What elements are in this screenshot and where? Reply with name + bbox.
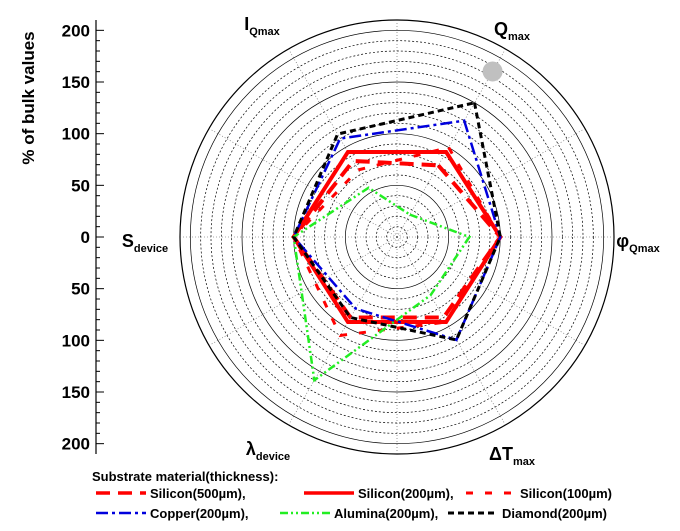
legend-label-1: Silicon(200µm), [358,486,454,501]
grid-ring [334,174,460,300]
y-tick-label: 200 [62,435,90,454]
y-tick-label: 50 [71,280,90,299]
legend-label-4: Alumina(200µm), [334,506,438,521]
series-4-line [292,186,472,383]
legend: Substrate material(thickness): Silicon(5… [92,469,612,521]
y-tick-label: 100 [62,331,90,350]
grid-ring [386,226,408,248]
grid-ring [200,40,594,434]
grid-spoke [208,236,398,346]
legend-label-2: Silicon(100µm) [520,486,612,501]
axis-label-lambda: λdevice [246,439,290,463]
radial-value-axis: % of bulk values 200 150 100 50 0 50 100 150 200 [19,20,104,454]
axis-label-dT: ΔTmax [489,444,536,468]
grid-ring [189,29,605,445]
axis-label-Q: Qmax [494,19,531,43]
annotations [482,61,503,82]
series-2-line [291,145,503,338]
legend-label-3: Copper(200µm), [150,506,249,521]
axis-label-I: IQmax [244,14,280,38]
legend-label-5: Diamond(200µm) [502,506,607,521]
polar-grid [179,19,615,455]
grid-spoke [208,128,398,238]
axis-labels: Qmax φQmax ΔTmax λdevice Sdevice IQmax [122,14,661,468]
grid-spoke [396,236,506,426]
grid-ring [241,81,553,393]
legend-title: Substrate material(thickness): [92,469,278,484]
grid-ring [282,122,512,352]
axis-label-phi: φQmax [616,231,660,255]
y-tick-label: 0 [81,228,90,247]
grid-ring [355,195,439,279]
grid-spoke [396,48,506,238]
grid-ring [375,215,419,259]
grid-ring [262,102,532,372]
marker-circle [482,61,503,82]
data-series [291,100,503,383]
y-tick-label: 150 [62,73,90,92]
y-axis-label: % of bulk values [19,31,38,164]
grid-spoke [288,48,398,238]
y-tick-label: 100 [62,125,90,144]
axis-label-S: Sdevice [122,231,168,255]
grid-ring [220,60,574,414]
y-tick-label: 50 [71,176,90,195]
y-tick-label: 200 [62,21,90,40]
legend-label-0: Silicon(500µm), [150,486,246,501]
grid-spoke [396,236,586,346]
y-tick-label: 150 [62,383,90,402]
series-3-line [292,119,502,342]
grid-spoke [288,236,398,426]
